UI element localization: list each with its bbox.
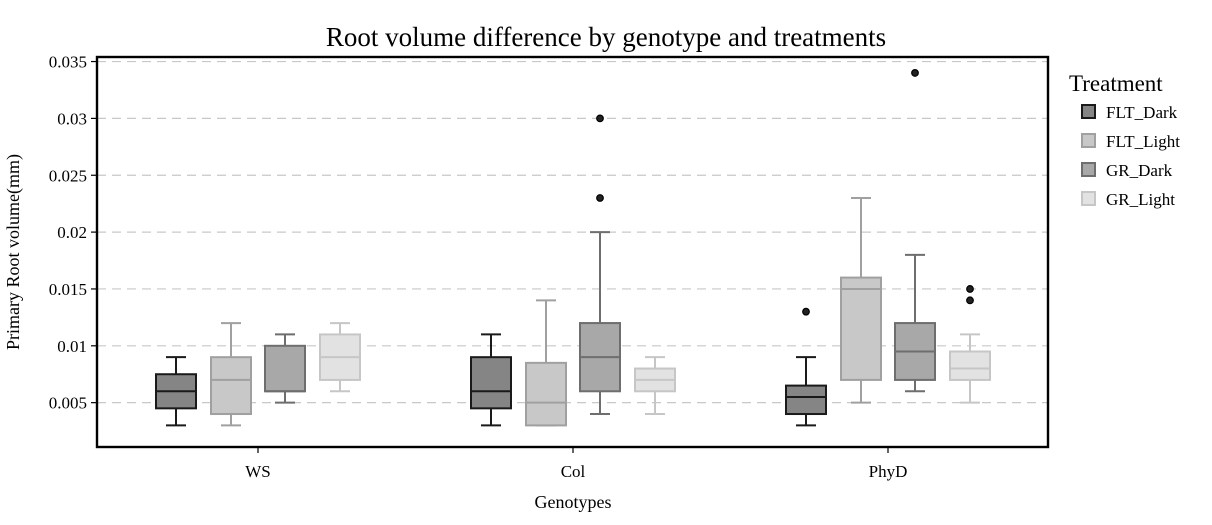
y-tick-label: 0.01: [57, 337, 87, 356]
y-tick-label: 0.035: [49, 53, 87, 72]
x-axis: WS Col PhyD: [245, 447, 907, 481]
box-FLT_Light-WS: [210, 322, 252, 427]
legend-title: Treatment: [1069, 71, 1163, 96]
box-body: [264, 344, 306, 393]
x-tick-label: PhyD: [869, 462, 908, 481]
box-plots: [155, 69, 991, 427]
box-FLT_Light-PhyD: [840, 196, 882, 404]
x-tick-label: Col: [561, 462, 586, 481]
y-axis: 0.005 0.01 0.015 0.02 0.025 0.03 0.035: [49, 53, 97, 413]
y-tick-label: 0.005: [49, 394, 87, 413]
outlier-point: [596, 194, 604, 202]
box-GR_Dark-Col: [579, 114, 621, 416]
y-axis-label: Primary Root volume(mm): [3, 154, 24, 350]
outlier-point: [911, 69, 919, 77]
y-tick-label: 0.025: [49, 166, 87, 185]
box-body: [840, 276, 882, 381]
box-FLT_Dark-WS: [155, 356, 197, 427]
box-body: [210, 356, 252, 416]
box-FLT_Light-Col: [525, 299, 567, 427]
legend-label-FLT_Light: FLT_Light: [1106, 132, 1180, 151]
outlier-point: [966, 296, 974, 305]
box-body: [949, 350, 991, 381]
y-tick-label: 0.03: [57, 109, 87, 128]
box-FLT_Dark-PhyD: [785, 307, 827, 427]
legend-swatch-FLT_Light: [1081, 133, 1096, 148]
x-tick-label: WS: [245, 462, 271, 481]
chart-title: Root volume difference by genotype and t…: [326, 22, 886, 52]
y-tick-label: 0.02: [57, 223, 87, 242]
box-GR_Light-PhyD: [949, 285, 991, 404]
legend-swatch-FLT_Dark: [1081, 104, 1096, 119]
legend-label-GR_Light: GR_Light: [1106, 190, 1175, 209]
grid: [97, 60, 1048, 404]
outlier-point: [596, 114, 604, 123]
box-body: [785, 384, 827, 416]
box-body: [470, 356, 512, 410]
outlier-point: [966, 285, 974, 293]
box-GR_Light-WS: [319, 322, 361, 393]
box-FLT_Dark-Col: [470, 333, 512, 427]
box-body: [525, 361, 567, 427]
box-GR_Dark-PhyD: [894, 69, 936, 393]
box-GR_Light-Col: [634, 356, 676, 416]
y-tick-label: 0.015: [49, 280, 87, 299]
legend-label-FLT_Dark: FLT_Dark: [1106, 103, 1178, 122]
x-axis-label: Genotypes: [535, 492, 612, 512]
outlier-point: [802, 307, 810, 316]
legend-swatch-GR_Dark: [1081, 162, 1096, 177]
legend-swatch-GR_Light: [1081, 191, 1096, 206]
legend-label-GR_Dark: GR_Dark: [1106, 161, 1173, 180]
legend: Treatment FLT_Dark FLT_Light GR_Dark GR_Lig…: [1069, 71, 1180, 209]
box-GR_Dark-WS: [264, 333, 306, 404]
